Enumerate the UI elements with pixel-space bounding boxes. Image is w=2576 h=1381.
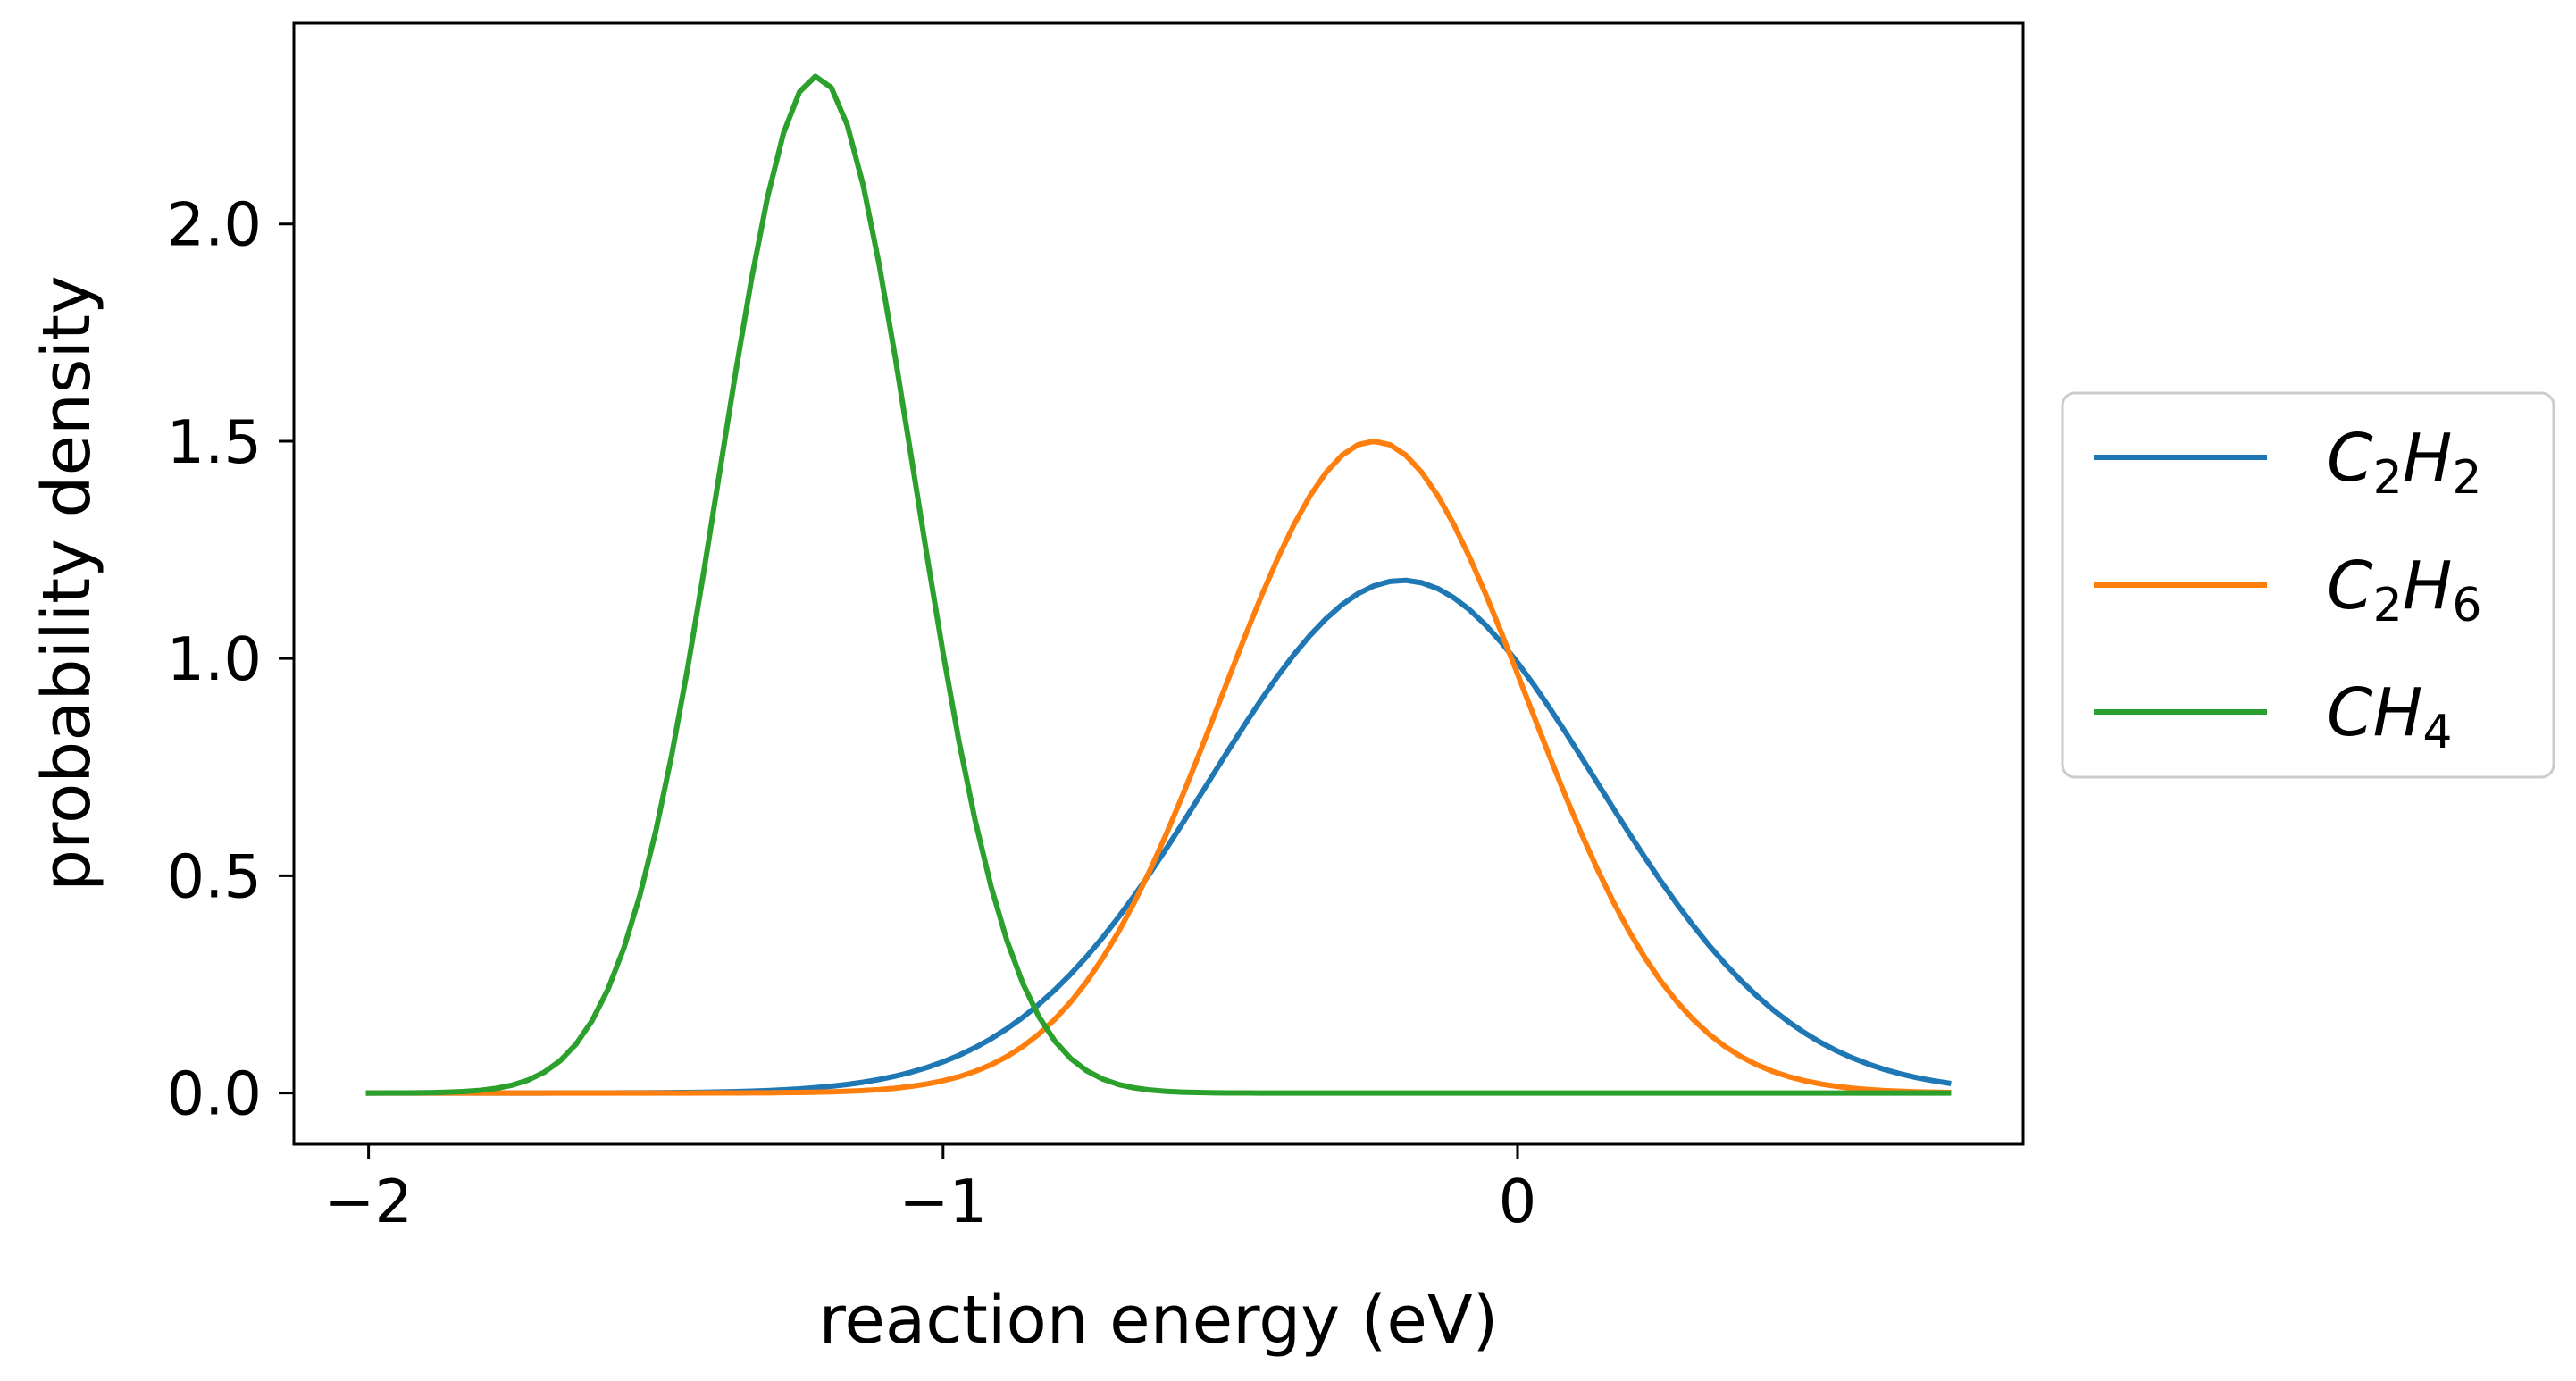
plot-frame bbox=[292, 21, 2025, 1146]
series-line-c2h6 bbox=[365, 438, 1952, 1096]
legend-label-c2h2: C2H2 bbox=[2327, 420, 2482, 505]
y-axis-title: probability density bbox=[29, 275, 105, 891]
y-axis: 0.0 0.5 1.0 1.5 2.0 bbox=[166, 190, 294, 1129]
x-axis: −2 −1 0 bbox=[324, 1144, 1536, 1236]
x-tick-label: 0 bbox=[1499, 1167, 1537, 1236]
plot-lines bbox=[365, 73, 1952, 1096]
x-axis-title: reaction energy (eV) bbox=[819, 1282, 1499, 1359]
y-tick-label: 0.5 bbox=[166, 841, 262, 911]
series-line-ch4 bbox=[365, 73, 1952, 1096]
legend-box bbox=[2061, 391, 2555, 779]
y-tick-label: 0.0 bbox=[166, 1059, 262, 1129]
legend: C2H2 C2H6 CH4 bbox=[2061, 391, 2555, 779]
legend-label-ch4: CH4 bbox=[2327, 674, 2452, 759]
y-tick-label: 2.0 bbox=[166, 190, 262, 260]
y-tick-label: 1.5 bbox=[166, 407, 262, 477]
x-tick-label: −2 bbox=[324, 1167, 413, 1236]
x-tick-label: −1 bbox=[899, 1167, 987, 1236]
legend-label-c2h6: C2H6 bbox=[2327, 548, 2482, 632]
y-tick-label: 1.0 bbox=[166, 624, 262, 694]
